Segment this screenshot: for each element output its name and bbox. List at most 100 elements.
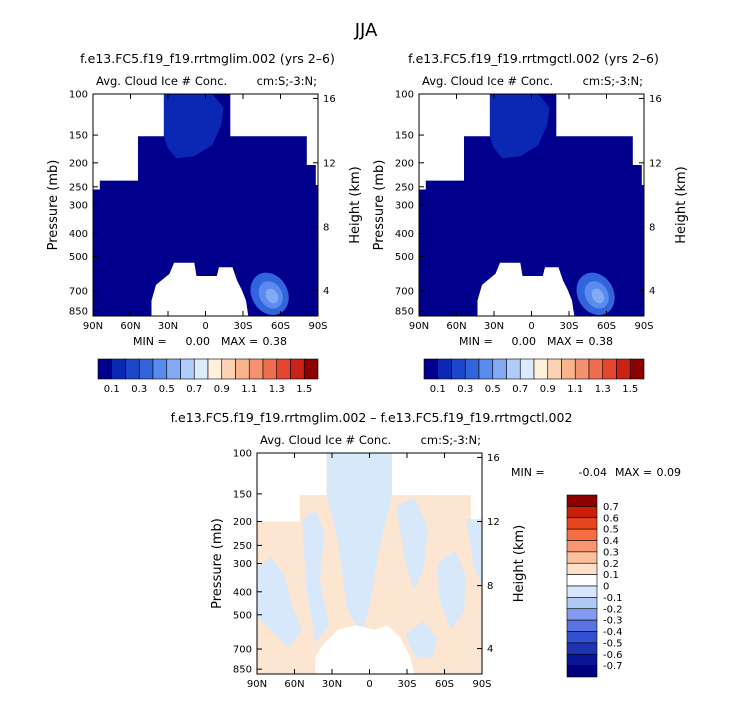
height-tick-label: 4 (323, 286, 329, 297)
colorbar-swatch (492, 358, 507, 380)
colorbar-swatch (97, 358, 113, 380)
contour-region-level-2 (163, 94, 224, 159)
min-value: 0.00 (512, 335, 537, 348)
contour-missing-region (151, 262, 249, 316)
colorbar-label: 0.3 (603, 547, 619, 558)
colorbar: 0.70.60.50.40.30.20.10-0.1-0.2-0.3-0.4-0… (566, 494, 623, 678)
y-tick-label: 300 (69, 201, 88, 212)
height-tick-label: 16 (323, 94, 336, 105)
colorbar-swatch (519, 358, 535, 380)
colorbar-swatch (533, 358, 549, 380)
contour-region-level-5 (265, 288, 279, 304)
y-tick-label: 850 (233, 665, 252, 676)
colorbar-label: 0.1 (104, 384, 120, 395)
colorbar-swatch (235, 358, 250, 380)
colorbar-swatch (138, 358, 154, 380)
max-value: 0.38 (263, 335, 288, 348)
x-tick-label: 60S (597, 321, 616, 332)
colorbar-label: 0 (603, 582, 609, 593)
colorbar-swatch (125, 358, 140, 380)
colorbar-swatch (566, 517, 598, 530)
y-tick-label: 250 (233, 541, 252, 552)
colorbar-swatch (629, 358, 645, 380)
colorbar-swatch (451, 358, 466, 380)
contour-region-negative (396, 497, 428, 590)
x-tick-label: 60N (284, 679, 304, 690)
y-tick-label: 150 (395, 131, 414, 142)
y-tick-label: 850 (395, 307, 414, 318)
y-axis-right-title: Height (km) (348, 166, 363, 243)
x-tick-label: 90N (247, 679, 267, 690)
colorbar-label: 0.9 (540, 384, 556, 395)
y-tick-label: 700 (69, 286, 88, 297)
colorbar-label: 0.4 (603, 536, 619, 547)
contour-missing-region (315, 625, 415, 674)
colorbar-swatch (111, 358, 126, 380)
colorbar: 0.1 0.3 0.5 0.7 0.9 1.1 1.3 1.5 (423, 358, 645, 395)
colorbar-label: 1.1 (567, 384, 583, 395)
x-tick-label: 30N (322, 679, 342, 690)
min-label: MIN = (459, 335, 493, 348)
y-tick-label: 300 (395, 201, 414, 212)
contour-region-negative (405, 621, 437, 659)
colorbar-label: 1.1 (241, 384, 257, 395)
height-tick-label: 8 (487, 581, 493, 592)
y-tick-label: 700 (233, 645, 252, 656)
y-tick-label: 400 (233, 587, 252, 598)
contour-region-negative (302, 510, 329, 644)
colorbar-swatch (566, 642, 598, 655)
y-axis-title: Pressure (mb) (210, 518, 225, 609)
height-tick-label: 12 (323, 158, 336, 169)
colorbar-swatch (566, 619, 598, 632)
y-tick-label: 700 (395, 286, 414, 297)
colorbar-label: 0.3 (457, 384, 473, 395)
y-tick-label: 250 (395, 182, 414, 193)
colorbar-swatch (464, 358, 480, 380)
contour-region-level-5 (591, 288, 605, 304)
colorbar-swatch (566, 653, 598, 666)
x-tick-label: 90S (472, 679, 491, 690)
colorbar-label: 0.6 (603, 513, 619, 524)
colorbar-label: 0.2 (603, 559, 619, 570)
x-tick-label: 30S (559, 321, 578, 332)
y-tick-label: 300 (233, 559, 252, 570)
colorbar-label: 0.1 (430, 384, 446, 395)
colorbar-label: -0.5 (603, 638, 623, 649)
x-tick-label: 0 (202, 321, 208, 332)
colorbar-label: 0.7 (512, 384, 528, 395)
contour-region-level-1 (419, 94, 644, 316)
max-label: MAX = (615, 466, 652, 479)
colorbar-swatch (566, 597, 598, 610)
panel-1: f.e13.FC5.f19_f19.rrtmglim.002 (yrs 2–6)… (46, 51, 363, 395)
y-tick-label: 850 (69, 307, 88, 318)
colorbar-swatch (262, 358, 278, 380)
colorbar: 0.1 0.3 0.5 0.7 0.9 1.1 1.3 1.5 (97, 358, 319, 395)
colorbar-swatch (574, 358, 590, 380)
y-tick-label: 200 (233, 517, 252, 528)
panel-3: f.e13.FC5.f19_f19.rrtmglim.002 – f.e13.F… (171, 410, 681, 690)
height-tick-label: 12 (487, 517, 500, 528)
colorbar-label: 0.9 (214, 384, 230, 395)
x-tick-label: 90S (308, 321, 327, 332)
colorbar-label: -0.2 (603, 604, 623, 615)
colorbar-swatch (566, 665, 598, 678)
panel-case-title: f.e13.FC5.f19_f19.rrtmglim.002 – f.e13.F… (171, 410, 573, 425)
y-tick-label: 100 (395, 90, 414, 101)
y-tick-label: 150 (233, 489, 252, 500)
colorbar-swatch (616, 358, 631, 380)
colorbar-swatch (566, 608, 598, 621)
panel-case-title: f.e13.FC5.f19_f19.rrtmgctl.002 (yrs 2–6) (408, 51, 659, 66)
min-value: -0.04 (579, 466, 607, 479)
colorbar-swatch (566, 540, 598, 553)
y-tick-label: 400 (69, 229, 88, 240)
colorbar-label: -0.6 (603, 650, 623, 661)
colorbar-swatch (506, 358, 521, 380)
colorbar-label: 0.5 (159, 384, 175, 395)
max-value: 0.09 (657, 466, 682, 479)
colorbar-label: -0.4 (603, 627, 623, 638)
colorbar-swatch (566, 574, 598, 587)
height-tick-label: 16 (649, 94, 662, 105)
x-tick-label: 0 (528, 321, 534, 332)
y-tick-label: 500 (233, 610, 252, 621)
